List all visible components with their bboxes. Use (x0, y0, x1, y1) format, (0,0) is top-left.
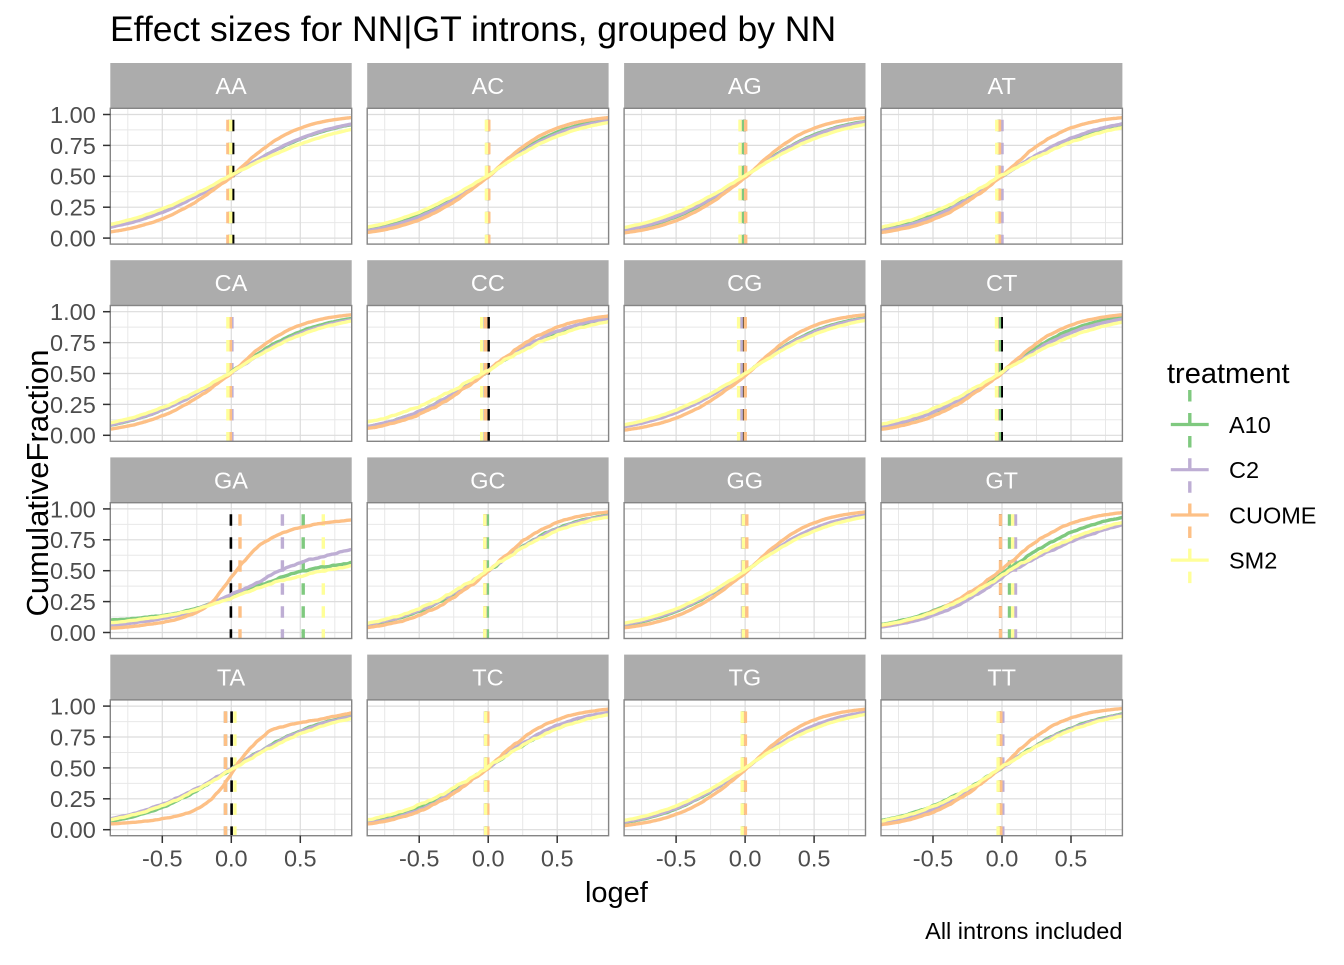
svg-text:-0.5: -0.5 (656, 846, 697, 872)
svg-text:TT: TT (987, 665, 1016, 691)
svg-text:TC: TC (472, 665, 503, 691)
svg-text:1.00: 1.00 (50, 299, 96, 325)
svg-text:0.50: 0.50 (50, 558, 96, 584)
svg-text:AG: AG (728, 73, 762, 99)
svg-text:CC: CC (471, 270, 505, 296)
svg-text:0.25: 0.25 (50, 195, 96, 221)
svg-text:Effect sizes for NN|GT introns: Effect sizes for NN|GT introns, grouped … (110, 9, 836, 49)
svg-text:SM2: SM2 (1229, 548, 1277, 574)
svg-text:CT: CT (986, 270, 1017, 296)
svg-text:AA: AA (215, 73, 247, 99)
svg-text:0.0: 0.0 (986, 846, 1019, 872)
svg-text:-0.5: -0.5 (142, 846, 183, 872)
svg-text:0.25: 0.25 (50, 786, 96, 812)
svg-text:CA: CA (215, 270, 248, 296)
svg-text:CG: CG (727, 270, 762, 296)
svg-text:A10: A10 (1229, 412, 1271, 438)
svg-text:1.00: 1.00 (50, 694, 96, 720)
svg-text:GA: GA (214, 467, 248, 493)
svg-text:CUOME: CUOME (1229, 502, 1316, 528)
svg-text:GC: GC (470, 467, 505, 493)
svg-text:0.00: 0.00 (50, 226, 96, 252)
svg-text:0.50: 0.50 (50, 755, 96, 781)
svg-text:0.0: 0.0 (215, 846, 248, 872)
svg-text:AT: AT (988, 73, 1016, 99)
svg-text:-0.5: -0.5 (913, 846, 954, 872)
svg-text:0.00: 0.00 (50, 423, 96, 449)
svg-text:GG: GG (727, 467, 764, 493)
svg-text:AC: AC (472, 73, 505, 99)
svg-text:0.25: 0.25 (50, 392, 96, 418)
svg-text:CumulativeFraction: CumulativeFraction (20, 349, 55, 616)
svg-text:GT: GT (985, 467, 1018, 493)
svg-text:treatment: treatment (1167, 358, 1290, 390)
svg-text:0.75: 0.75 (50, 724, 96, 750)
svg-text:All introns included: All introns included (925, 918, 1122, 944)
svg-text:0.0: 0.0 (729, 846, 762, 872)
svg-text:0.5: 0.5 (284, 846, 317, 872)
svg-text:TG: TG (728, 665, 761, 691)
svg-text:0.75: 0.75 (50, 527, 96, 553)
svg-text:0.25: 0.25 (50, 589, 96, 615)
svg-text:TA: TA (217, 665, 246, 691)
svg-text:-0.5: -0.5 (399, 846, 440, 872)
svg-text:0.00: 0.00 (50, 620, 96, 646)
svg-text:0.5: 0.5 (1055, 846, 1088, 872)
svg-text:0.5: 0.5 (798, 846, 831, 872)
svg-text:C2: C2 (1229, 457, 1259, 483)
svg-text:0.75: 0.75 (50, 330, 96, 356)
svg-text:1.00: 1.00 (50, 496, 96, 522)
svg-text:0.00: 0.00 (50, 817, 96, 843)
svg-text:0.5: 0.5 (541, 846, 574, 872)
svg-text:1.00: 1.00 (50, 102, 96, 128)
svg-text:0.50: 0.50 (50, 361, 96, 387)
svg-text:0.75: 0.75 (50, 133, 96, 159)
svg-text:logef: logef (585, 877, 649, 909)
svg-text:0.0: 0.0 (472, 846, 505, 872)
svg-text:0.50: 0.50 (50, 164, 96, 190)
